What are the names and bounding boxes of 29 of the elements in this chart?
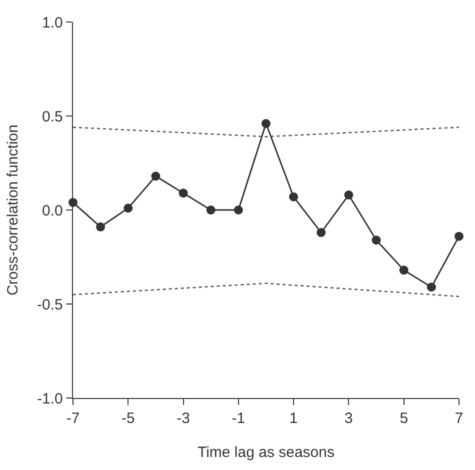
y-tick-label: 0.0 — [42, 202, 63, 220]
y-tick-label: -0.5 — [37, 296, 63, 314]
point — [262, 119, 270, 128]
point — [96, 222, 106, 232]
y-tick-label: 0.5 — [42, 108, 63, 126]
y-axis-title: Cross-correlation function — [4, 124, 22, 296]
x-tick-label: 5 — [400, 410, 408, 428]
point — [151, 172, 160, 181]
point — [178, 188, 188, 198]
x-tick-label: 3 — [344, 410, 353, 428]
x-axis-title: Time lag as seasons — [197, 444, 335, 462]
x-tick-label: 1 — [289, 410, 298, 428]
x-tick-label: 7 — [454, 410, 464, 428]
point — [426, 282, 436, 292]
point — [234, 206, 243, 214]
point — [454, 232, 464, 241]
y-tick-label: -1.0 — [37, 390, 63, 408]
point — [206, 206, 216, 214]
x-tick-label: -1 — [232, 410, 246, 428]
point — [399, 266, 408, 275]
point — [344, 190, 354, 200]
y-tick-label: 1.0 — [42, 14, 63, 32]
x-tick-label: -7 — [66, 410, 80, 428]
point — [316, 228, 326, 238]
point — [289, 192, 298, 202]
x-tick-label: -3 — [176, 410, 190, 428]
point — [372, 236, 381, 245]
point — [124, 204, 133, 213]
x-tick-label: -5 — [121, 410, 135, 428]
